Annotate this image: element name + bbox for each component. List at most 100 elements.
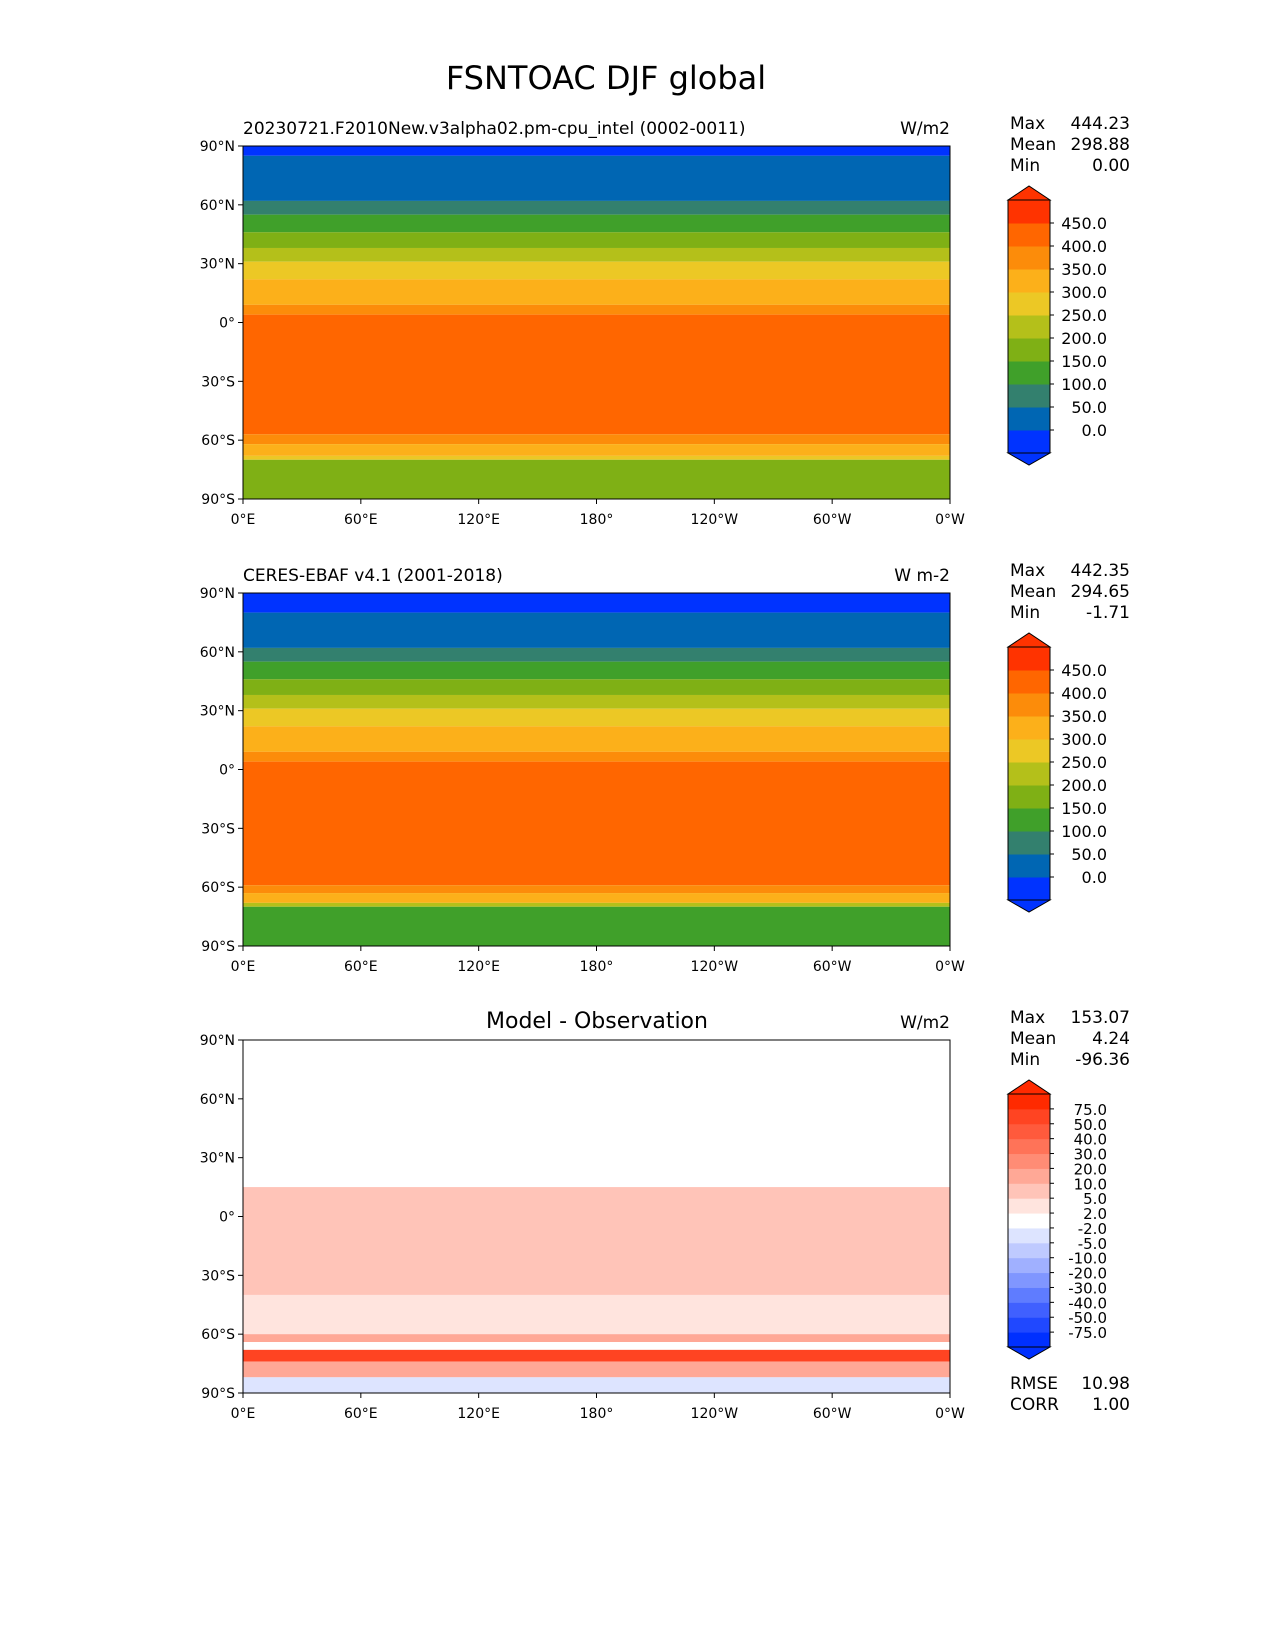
zonal-band — [243, 1377, 950, 1393]
colorbar-cell — [1008, 1257, 1050, 1274]
colorbar-cell — [1008, 1138, 1050, 1155]
y-tick-label: 60°N — [200, 1092, 235, 1108]
colorbar-cell — [1008, 1094, 1050, 1110]
x-tick-label: 60°W — [813, 512, 852, 528]
map-panel-2: CERES-EBAF v4.1 (2001-2018) W m-2 0°E 60°E 1… — [200, 561, 1130, 975]
colorbar-cell — [1008, 739, 1050, 763]
stat-label: Max — [1010, 114, 1045, 134]
x-tick-label: 0°W — [935, 512, 965, 528]
colorbar-tick-label: 10.0 — [1074, 1175, 1107, 1193]
colorbar-tick-label: 30.0 — [1074, 1146, 1107, 1164]
stat-value-mean: 294.65 — [1071, 582, 1130, 602]
x-tick-label: 120°E — [457, 1406, 500, 1422]
zonal-band — [243, 434, 950, 445]
colorbar-tick-label: -50.0 — [1068, 1309, 1107, 1327]
zonal-band — [243, 1187, 950, 1295]
y-tick-label: 30°N — [200, 257, 235, 273]
y-tick-label: 30°S — [201, 1268, 235, 1284]
y-tick-label: 30°N — [200, 1151, 235, 1167]
colorbar-tick-label: -10.0 — [1068, 1250, 1107, 1268]
x-tick-label: 120°W — [691, 959, 739, 975]
units-label: W/m2 — [900, 119, 950, 139]
x-tick-label: 120°E — [457, 512, 500, 528]
colorbar-cell — [1008, 693, 1050, 717]
colorbar-extend-min — [1006, 1346, 1052, 1360]
colorbar-tick-label: 50.0 — [1071, 398, 1107, 417]
colorbar-tick-label: 50.0 — [1071, 845, 1107, 864]
colorbar-tick-label: 150.0 — [1061, 352, 1107, 371]
zonal-band — [243, 902, 950, 907]
map-panel-1: 20230721.F2010New.v3alpha02.pm-cpu_intel… — [200, 114, 1130, 528]
colorbar-tick-label: 400.0 — [1061, 684, 1107, 703]
colorbar-tick-label: 200.0 — [1061, 776, 1107, 795]
zonal-band — [243, 459, 950, 499]
y-tick-label: 90°N — [200, 139, 235, 155]
colorbar-frame — [1007, 1093, 1051, 1348]
y-tick-label: 30°S — [201, 374, 235, 390]
x-tick-label: 180° — [580, 512, 614, 528]
colorbar-cell — [1008, 1213, 1050, 1229]
zonal-band — [243, 726, 950, 752]
zonal-band — [243, 1294, 950, 1335]
zonal-band — [243, 593, 950, 613]
x-tick-label: 60°E — [344, 1406, 378, 1422]
stat-label: Min — [1010, 603, 1040, 623]
zonal-band — [243, 279, 950, 305]
colorbar-tick-label: 0.0 — [1082, 868, 1107, 887]
panel-title: Model - Observation — [486, 1009, 708, 1034]
x-tick-label: 180° — [580, 1406, 614, 1422]
zonal-band — [243, 751, 950, 762]
colorbar-tick-label: -30.0 — [1068, 1279, 1107, 1297]
y-tick-label: 0° — [219, 1210, 235, 1226]
zonal-band — [243, 906, 950, 946]
stat-value-max: 442.35 — [1071, 561, 1130, 581]
zonal-band — [243, 1361, 950, 1378]
zonal-band — [243, 679, 950, 695]
colorbar-extend-max — [1006, 1079, 1052, 1095]
colorbar-tick-label: 150.0 — [1061, 799, 1107, 818]
stat-value-min: -96.36 — [1075, 1050, 1130, 1070]
colorbar-tick-label: 75.0 — [1074, 1101, 1107, 1119]
stat-value-max: 153.07 — [1071, 1008, 1130, 1028]
colorbar-tick-label: 20.0 — [1074, 1160, 1107, 1178]
colorbar-cell — [1008, 877, 1050, 901]
colorbar-tick-label: 300.0 — [1061, 283, 1107, 302]
colorbar-cell — [1008, 762, 1050, 786]
colorbar-tick-label: 5.0 — [1083, 1190, 1107, 1208]
zonal-band — [243, 314, 950, 435]
x-tick-label: 60°W — [813, 959, 852, 975]
colorbar-cell — [1008, 1168, 1050, 1184]
x-tick-label: 0°E — [231, 512, 256, 528]
colorbar-tick-label: -5.0 — [1078, 1235, 1107, 1253]
colorbar-tick-label: 450.0 — [1061, 661, 1107, 680]
colorbar-cell — [1008, 808, 1050, 832]
colorbar-cell — [1008, 246, 1050, 270]
stat-value-min: -1.71 — [1086, 603, 1130, 623]
x-tick-label: 120°E — [457, 959, 500, 975]
stat-label: Mean — [1010, 135, 1056, 155]
metric-value-corr: 1.00 — [1092, 1395, 1130, 1415]
y-tick-label: 60°N — [200, 198, 235, 214]
colorbar-cell — [1008, 315, 1050, 339]
y-tick-label: 60°N — [200, 645, 235, 661]
zonal-band — [243, 1342, 950, 1350]
stat-label: Min — [1010, 1050, 1040, 1070]
zonal-band — [243, 708, 950, 727]
x-tick-label: 0°E — [231, 959, 256, 975]
colorbar-tick-label: 100.0 — [1061, 822, 1107, 841]
zonal-band — [243, 146, 950, 156]
y-tick-label: 90°N — [200, 1033, 235, 1049]
colorbar-cell — [1008, 1153, 1050, 1169]
colorbar-cell — [1008, 1123, 1050, 1140]
colorbar-tick-label: 250.0 — [1061, 753, 1107, 772]
y-tick-label: 60°S — [201, 433, 235, 449]
y-tick-label: 0° — [219, 316, 235, 332]
zonal-band — [243, 885, 950, 894]
zonal-band — [243, 1040, 950, 1139]
metric-value-rmse: 10.98 — [1081, 1374, 1130, 1394]
colorbar-cell — [1008, 1227, 1050, 1244]
zonal-band — [243, 214, 950, 233]
stat-label: Mean — [1010, 1029, 1056, 1049]
zonal-band — [243, 304, 950, 315]
